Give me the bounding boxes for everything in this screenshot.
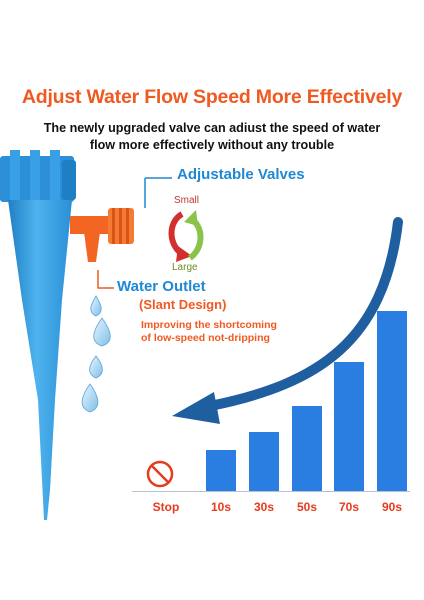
water-outlet-label: Water Outlet — [117, 278, 206, 295]
subtitle-line-2: flow more effectively without any troubl… — [89, 138, 335, 152]
bar-30s — [249, 431, 279, 491]
subtitle-line-1: The newly upgraded valve can adiust the … — [43, 121, 381, 135]
adjust-arrows-icon — [168, 210, 204, 262]
chart-baseline — [132, 491, 410, 492]
category-label-stop: Stop — [152, 500, 180, 514]
small-label: Small — [174, 195, 200, 206]
category-label-50s: 50s — [296, 500, 318, 514]
curved-arrow-icon — [172, 217, 403, 424]
adjustable-valve — [70, 208, 134, 262]
subtitle: The newly upgraded valve can adiust the … — [20, 120, 404, 154]
category-label-70s: 70s — [338, 500, 360, 514]
adjustable-valves-label: Adjustable Valves — [177, 166, 305, 183]
improvement-note: Improving the shortcoming of low-speed n… — [141, 319, 291, 345]
large-label: Large — [172, 262, 198, 273]
improvement-line-2: of low-speed not-dripping — [141, 332, 270, 344]
water-drop-icon — [81, 295, 111, 413]
bar-70s — [334, 362, 364, 491]
outlet-leader-line — [97, 270, 114, 289]
headline: Adjust Water Flow Speed More Effectively — [21, 86, 403, 108]
category-label-90s: 90s — [381, 500, 403, 514]
bar-50s — [292, 406, 322, 491]
dripper-cap — [0, 150, 76, 208]
improvement-line-1: Improving the shortcoming — [141, 319, 277, 331]
dripper-spike — [8, 200, 72, 520]
category-label-30s: 30s — [253, 500, 275, 514]
bar-90s — [377, 310, 407, 491]
slant-design-label: (Slant Design) — [139, 297, 227, 312]
bar-10s — [206, 449, 236, 491]
category-label-10s: 10s — [210, 500, 232, 514]
stop-icon — [146, 460, 174, 488]
